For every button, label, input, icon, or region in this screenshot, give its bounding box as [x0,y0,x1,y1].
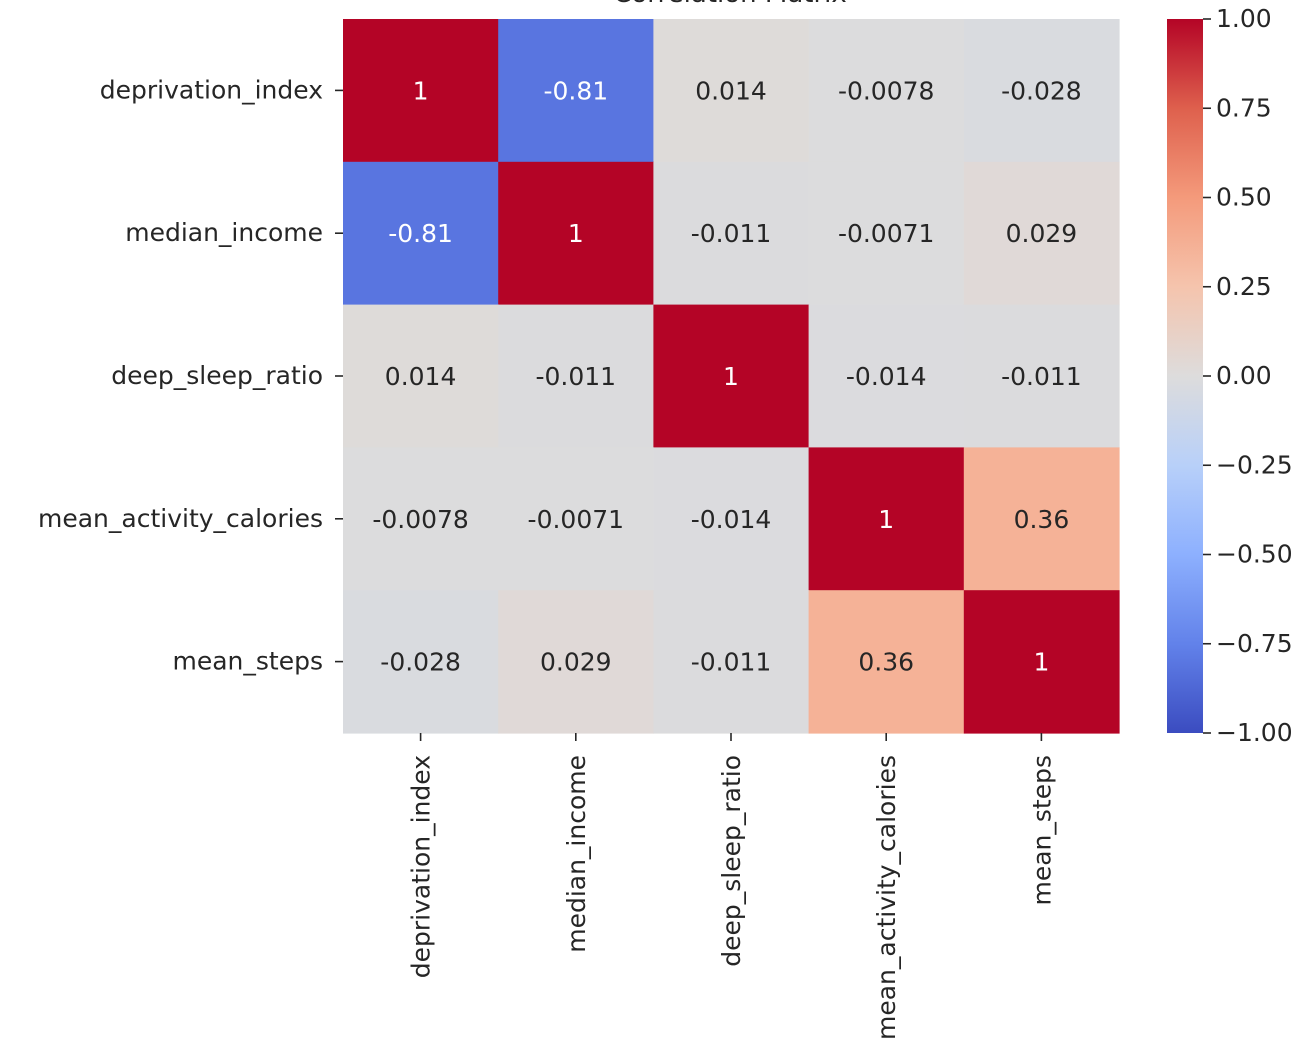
colorbar-tick-label: 0.25 [1216,272,1272,301]
colorbar-tick-label: 0.00 [1216,361,1272,390]
heatmap-cell-median-income-deprivation-index [343,161,499,306]
colorbar-tick-label: −0.75 [1216,629,1293,658]
cell-value-label: -0.028 [1001,76,1082,105]
cell-value-label: -0.0071 [838,219,935,248]
y-axis: deprivation_index median_income deep_sleep… [38,75,343,676]
chart-title: Correlation Matrix [613,0,847,9]
x-tick-label-deprivation-index: deprivation_index [407,755,436,978]
x-tick-label-deep-sleep-ratio: deep_sleep_ratio [717,755,746,967]
cell-value-label: 1 [723,362,739,391]
y-tick-label-mean-activity-calories: mean_activity_calories [38,504,323,533]
x-tick-label-mean-steps: mean_steps [1027,755,1056,906]
cell-value-label: -0.0071 [528,505,625,534]
cell-value-label: 1 [413,76,429,105]
heatmap-cell-mean-activity-calories-deep-sleep-ratio [653,447,810,591]
cell-value-label: -0.014 [846,362,927,391]
cell-value-label: 0.014 [695,76,767,105]
cell-value-label: 1 [878,505,894,534]
cell-value-label: 1 [568,219,584,248]
y-tick-label-mean-steps: mean_steps [172,647,323,676]
heatmap-cell-mean-activity-calories-deprivation-index [343,447,499,591]
colorbar-tick-label: −0.25 [1216,450,1293,479]
cell-value-label: -0.0078 [838,76,935,105]
heatmap-cell-deep-sleep-ratio-median-income [498,304,654,448]
heatmap-cell-mean-steps-mean-steps [963,590,1120,734]
cell-value-label: 0.36 [1014,505,1070,534]
cell-value-label: -0.81 [543,76,608,105]
heatmap-cell-mean-steps-mean-activity-calories [808,590,965,734]
colorbar-tick-label: 0.75 [1216,93,1272,122]
heatmap-cell-deep-sleep-ratio-mean-steps [963,304,1120,448]
colorbar-tick-label: 0.50 [1216,183,1272,212]
cell-value-label: 0.029 [1006,219,1078,248]
cell-value-label: -0.014 [691,505,772,534]
cell-value-label: -0.81 [388,219,453,248]
cell-value-label: -0.011 [691,219,772,248]
y-tick-label-median-income: median_income [125,218,323,247]
heatmap-cell-mean-activity-calories-mean-activity-calories [808,447,965,591]
heatmap-cells [343,19,1120,734]
cell-value-label: -0.028 [380,648,461,677]
heatmap-cell-deep-sleep-ratio-mean-activity-calories [808,304,965,448]
cell-value-label: 0.36 [858,648,914,677]
heatmap-cell-mean-activity-calories-mean-steps [963,447,1120,591]
colorbar: 1.00 0.75 0.50 0.25 0.00 −0.25 −0.50 −0.75 −1.00 [1167,4,1293,747]
heatmap-cell-mean-steps-deep-sleep-ratio [653,590,810,734]
cell-value-label: -0.011 [1001,362,1082,391]
colorbar-tick-label: 1.00 [1216,4,1272,33]
cell-value-label: -0.0078 [372,505,469,534]
cell-value-label: 0.014 [385,362,457,391]
cell-value-label: -0.011 [536,362,617,391]
heatmap-cell-median-income-deep-sleep-ratio [653,161,810,306]
x-tick-label-mean-activity-calories: mean_activity_calories [872,755,901,1040]
y-tick-label-deprivation-index: deprivation_index [100,75,323,104]
cell-value-label: -0.011 [691,648,772,677]
heatmap-annotations: 1 -0.81 0.014 -0.0078 -0.028 -0.81 1 -0.011 -0.0… [372,76,1081,676]
heatmap-cell-median-income-mean-steps [963,161,1120,306]
x-axis: deprivation_index median_income deep_sleep… [407,733,1056,1040]
colorbar-tick-label: −1.00 [1216,718,1293,747]
cell-value-label: 0.029 [540,648,612,677]
heatmap-cell-deprivation-index-deep-sleep-ratio [653,19,810,163]
colorbar-gradient [1167,19,1203,733]
heatmap-cell-deprivation-index-mean-activity-calories [808,19,965,163]
cell-value-label: 1 [1033,648,1049,677]
heatmap-cell-deprivation-index-mean-steps [963,19,1120,163]
heatmap-cell-deep-sleep-ratio-deep-sleep-ratio [653,304,810,448]
x-tick-label-median-income: median_income [562,755,591,953]
heatmap-cell-mean-steps-median-income [498,590,654,734]
heatmap-cell-median-income-median-income [498,161,654,306]
colorbar-tick-label: −0.50 [1216,540,1293,569]
heatmap-cell-mean-activity-calories-median-income [498,447,654,591]
heatmap-cell-median-income-mean-activity-calories [808,161,965,306]
heatmap-cell-deprivation-index-deprivation-index [343,19,499,163]
heatmap-cell-mean-steps-deprivation-index [343,590,499,734]
heatmap-cell-deprivation-index-median-income [498,19,654,163]
heatmap-cell-deep-sleep-ratio-deprivation-index [343,304,499,448]
y-tick-label-deep-sleep-ratio: deep_sleep_ratio [111,361,323,390]
